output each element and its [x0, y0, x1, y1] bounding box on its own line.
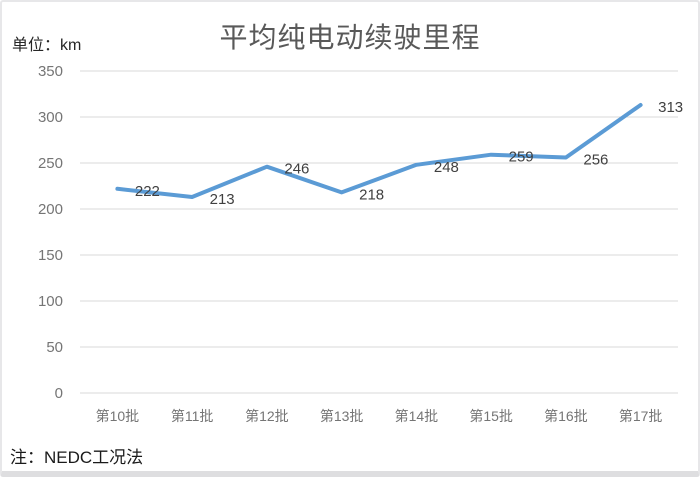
x-axis-category-label: 第16批 [544, 408, 588, 424]
y-axis-tick-label: 350 [38, 63, 63, 80]
data-line-series [115, 103, 643, 199]
x-axis-category-label: 第12批 [245, 408, 289, 424]
x-axis-category-label: 第17批 [619, 408, 663, 424]
y-axis-tick-label: 100 [38, 293, 63, 310]
data-point-label: 256 [583, 151, 608, 168]
y-axis-tick-label: 150 [38, 247, 63, 264]
data-point-label: 213 [210, 191, 235, 208]
data-point-label: 259 [509, 149, 534, 166]
y-axis-tick-label: 0 [55, 385, 63, 402]
y-axis-tick-label: 200 [38, 201, 63, 218]
data-point-label: 222 [135, 183, 160, 200]
data-point-label: 313 [658, 99, 683, 116]
x-axis-category-label: 第14批 [395, 408, 439, 424]
x-axis-category-label: 第15批 [469, 408, 513, 424]
y-axis-tick-label: 300 [38, 109, 63, 126]
unit-label: 单位：km [12, 37, 82, 54]
y-axis-tick-label: 50 [46, 339, 63, 356]
footnote: 注：NEDC工况法 [10, 448, 144, 467]
chart-title: 平均纯电动续驶里程 [219, 22, 481, 53]
x-axis-category-label: 第13批 [320, 408, 364, 424]
data-point-label: 248 [434, 159, 459, 176]
y-axis-tick-label: 250 [38, 155, 63, 172]
data-point-label: 218 [359, 186, 384, 203]
data-point-label: 246 [284, 161, 309, 178]
x-axis-category-label: 第10批 [96, 408, 140, 424]
x-axis-category-label: 第11批 [171, 408, 214, 424]
